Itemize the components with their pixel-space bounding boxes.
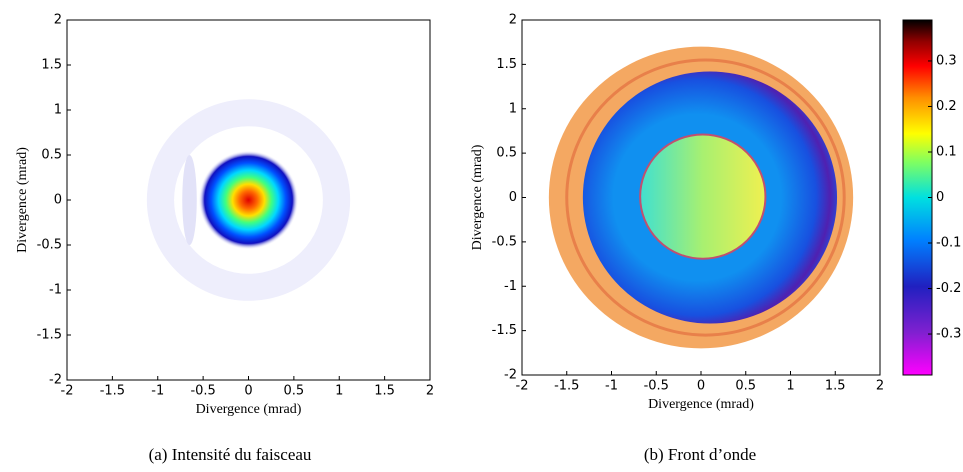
inner-disk (639, 133, 767, 260)
y-tick-label: 1 (54, 103, 62, 118)
colorbar-tick-label: 0.2 (936, 99, 957, 114)
y-tick-label: 1.5 (41, 58, 62, 73)
colorbar-tick-label: -0.3 (936, 327, 961, 342)
y-tick-label: 1.5 (496, 57, 517, 72)
y-tick-label: 1 (509, 101, 517, 116)
x-tick-label: -1 (605, 379, 618, 394)
outer-ring (565, 58, 846, 337)
y-tick-label: -1 (49, 283, 62, 298)
caption: (b) Front d’onde (644, 445, 756, 464)
x-tick-label: 2 (426, 384, 434, 399)
x-tick-label: 1.5 (374, 384, 395, 399)
x-tick-label: 0 (244, 384, 252, 399)
x-tick-label: -2 (61, 384, 74, 399)
colorbar-tick-label: 0 (936, 190, 944, 205)
plots: -2 -1.5 -1 -0.5 0 0.5 1 1.5 2 -2 -1.5 -1 -0.5 0 0.5 1 1.… (15, 13, 961, 464)
colorbar-tick-label: 0.3 (936, 53, 957, 68)
spot (198, 150, 299, 250)
y-tick-label: 2 (509, 13, 517, 28)
y-tick-label: 0.5 (41, 148, 62, 163)
x-axis-label: Divergence (mrad) (196, 402, 302, 417)
x-tick-label: 1 (335, 384, 343, 399)
y-axis-label: Divergence (mrad) (15, 147, 30, 253)
y-tick-label: -2 (49, 373, 62, 388)
caption: (a) Intensité du faisceau (149, 445, 312, 464)
x-tick-label: -1.5 (100, 384, 125, 399)
colorbar-tick-label: -0.1 (936, 236, 961, 251)
x-tick-label: -2 (516, 379, 529, 394)
y-tick-label: -1 (504, 279, 517, 294)
x-tick-label: 0.5 (735, 379, 756, 394)
x-tick-label: 1.5 (825, 379, 846, 394)
x-tick-label: 0.5 (284, 384, 305, 399)
x-tick-label: -1.5 (554, 379, 579, 394)
y-tick-label: 0 (509, 190, 517, 205)
image: -2 -1.5 -1 -0.5 0 0.5 1 1.5 2 -2 -1.5 -1 -0.5 0 0.5 1 1.… (15, 13, 434, 464)
image: -2 -1.5 -1 -0.5 0 0.5 1 1.5 2 -2 -1.5 -1 -0.5 0 0.5 1 1.… (470, 13, 961, 464)
y-tick-label: 0 (54, 193, 62, 208)
colorbar-tick-label: 0.1 (936, 144, 957, 159)
y-tick-label: -0.5 (492, 234, 517, 249)
x-tick-label: -0.5 (190, 384, 215, 399)
y-axis-label: Divergence (mrad) (470, 144, 485, 250)
y-tick-label: -0.5 (37, 238, 62, 253)
y-tick-label: 2 (54, 13, 62, 28)
y-tick-label: 0.5 (496, 146, 517, 161)
x-tick-label: 2 (876, 379, 884, 394)
y-tick-label: -1.5 (37, 328, 62, 343)
x-tick-label: -1 (151, 384, 164, 399)
x-axis-label: Divergence (mrad) (648, 397, 754, 412)
colorbar (902, 19, 933, 376)
halo-arc (182, 155, 197, 245)
y-tick-label: -1.5 (492, 323, 517, 338)
y-tick-label: -2 (504, 368, 517, 383)
colorbar-tick-label: -0.2 (936, 281, 961, 296)
x-tick-label: 1 (786, 379, 794, 394)
x-tick-label: -0.5 (644, 379, 669, 394)
x-tick-label: 0 (697, 379, 705, 394)
